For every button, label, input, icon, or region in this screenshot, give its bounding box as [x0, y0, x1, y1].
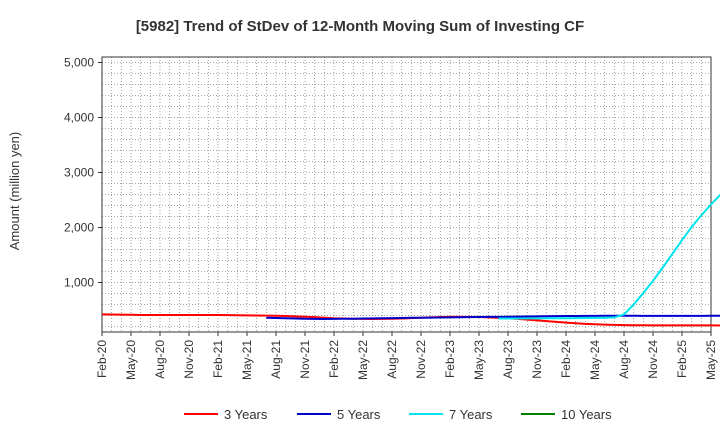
x-tick-label: Nov-24: [646, 340, 660, 379]
series-line-5-years: [266, 314, 720, 320]
y-axis-label: Amount (million yen): [7, 132, 22, 251]
series-line-7-years: [498, 193, 720, 320]
plot-area: [101, 56, 712, 333]
x-tick-label: Aug-24: [617, 340, 631, 379]
x-tick-label: Aug-21: [269, 340, 283, 379]
legend-label: 3 Years: [224, 407, 268, 422]
y-tick-label: 5,000: [64, 56, 94, 70]
y-axis: 1,000 2,000 3,000 4,000 5,000: [64, 56, 102, 290]
y-tick-label: 3,000: [64, 166, 94, 180]
x-tick-label: Nov-21: [298, 340, 312, 379]
x-tick-label: Feb-21: [211, 340, 225, 378]
x-tick-label: May-24: [588, 340, 602, 380]
x-tick-label: May-22: [356, 340, 370, 380]
y-tick-label: 2,000: [64, 221, 94, 235]
x-tick-label: Feb-25: [675, 340, 689, 378]
x-tick-label: Aug-22: [385, 340, 399, 379]
grid: [102, 57, 711, 332]
x-axis: Feb-20 May-20 Aug-20 Nov-20 Feb-21 May-21 Aug-…: [95, 332, 718, 380]
x-tick-label: May-25: [704, 340, 718, 380]
series-lines: [101, 193, 720, 327]
x-tick-label: Nov-23: [530, 340, 544, 379]
x-tick-label: May-20: [124, 340, 138, 380]
x-tick-label: Feb-22: [327, 340, 341, 378]
x-tick-label: Feb-20: [95, 340, 109, 378]
x-tick-label: May-23: [472, 340, 486, 380]
legend-label: 5 Years: [337, 407, 381, 422]
legend-label: 10 Years: [561, 407, 612, 422]
x-tick-label: Nov-22: [414, 340, 428, 379]
y-tick-label: 1,000: [64, 276, 94, 290]
legend: 3 Years 5 Years 7 Years 10 Years: [184, 407, 612, 422]
x-tick-label: Aug-20: [153, 340, 167, 379]
chart-title: [5982] Trend of StDev of 12-Month Moving…: [136, 18, 584, 35]
y-tick-label: 4,000: [64, 111, 94, 125]
x-tick-label: Feb-24: [559, 340, 573, 378]
x-tick-label: Feb-23: [443, 340, 457, 378]
x-tick-label: Nov-20: [182, 340, 196, 379]
legend-label: 7 Years: [449, 407, 493, 422]
x-tick-label: May-21: [240, 340, 254, 380]
x-tick-label: Aug-23: [501, 340, 515, 379]
